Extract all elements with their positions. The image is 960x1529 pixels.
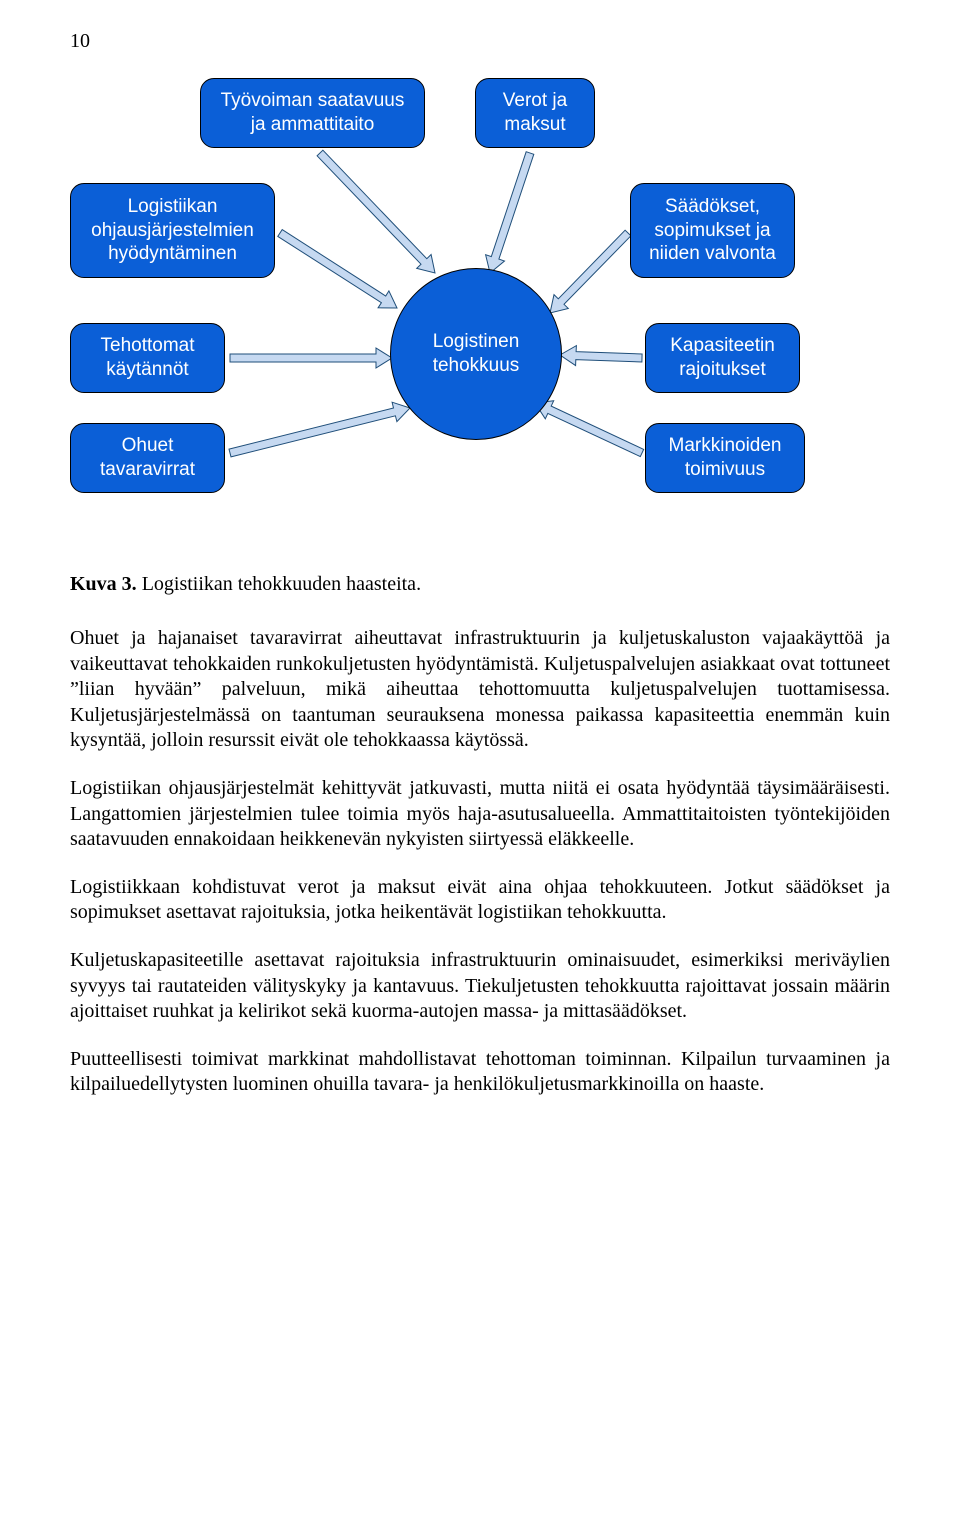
flowchart-diagram: Työvoiman saatavuus ja ammattitaito Verot… <box>70 73 890 533</box>
flowchart-node: Logistiikan ohjausjärjestelmien hyödyntä… <box>70 183 275 278</box>
arrow-icon <box>317 150 435 273</box>
page: 10 Työvoiman saatavuus ja ammattitaito Ve… <box>0 0 960 1180</box>
flowchart-node: Työvoiman saatavuus ja ammattitaito <box>200 78 425 148</box>
arrow-icon <box>229 402 410 457</box>
paragraph: Ohuet ja hajanaiset tavaravirrat aiheutt… <box>70 626 890 754</box>
arrow-icon <box>550 230 631 313</box>
paragraph: Kuljetuskapasiteetille asettavat rajoitu… <box>70 948 890 1025</box>
flowchart-node: Kapasiteetin rajoitukset <box>645 323 800 393</box>
arrow-icon <box>230 348 392 368</box>
flowchart-node: Tehottomat käytännöt <box>70 323 225 393</box>
flowchart-node: Markkinoiden toimivuus <box>645 423 805 493</box>
caption-text: Logistiikan tehokkuuden haasteita. <box>137 573 421 595</box>
arrow-icon <box>278 230 397 308</box>
paragraph: Logistiikan ohjausjärjestelmät kehittyvä… <box>70 776 890 853</box>
flowchart-node: Verot ja maksut <box>475 78 595 148</box>
arrow-icon <box>560 346 642 366</box>
flowchart-center-node: Logistinen tehokkuus <box>390 268 562 440</box>
paragraph: Logistiikkaan kohdistuvat verot ja maksu… <box>70 875 890 926</box>
paragraph: Puutteellisesti toimivat markkinat mahdo… <box>70 1047 890 1098</box>
figure-caption: Kuva 3. Logistiikan tehokkuuden haasteit… <box>70 573 890 596</box>
caption-label: Kuva 3. <box>70 573 137 595</box>
page-number: 10 <box>70 30 890 53</box>
arrow-icon <box>486 152 534 273</box>
flowchart-node: Säädökset, sopimukset ja niiden valvonta <box>630 183 795 278</box>
flowchart-node: Ohuet tavaravirrat <box>70 423 225 493</box>
arrow-icon <box>535 401 644 457</box>
